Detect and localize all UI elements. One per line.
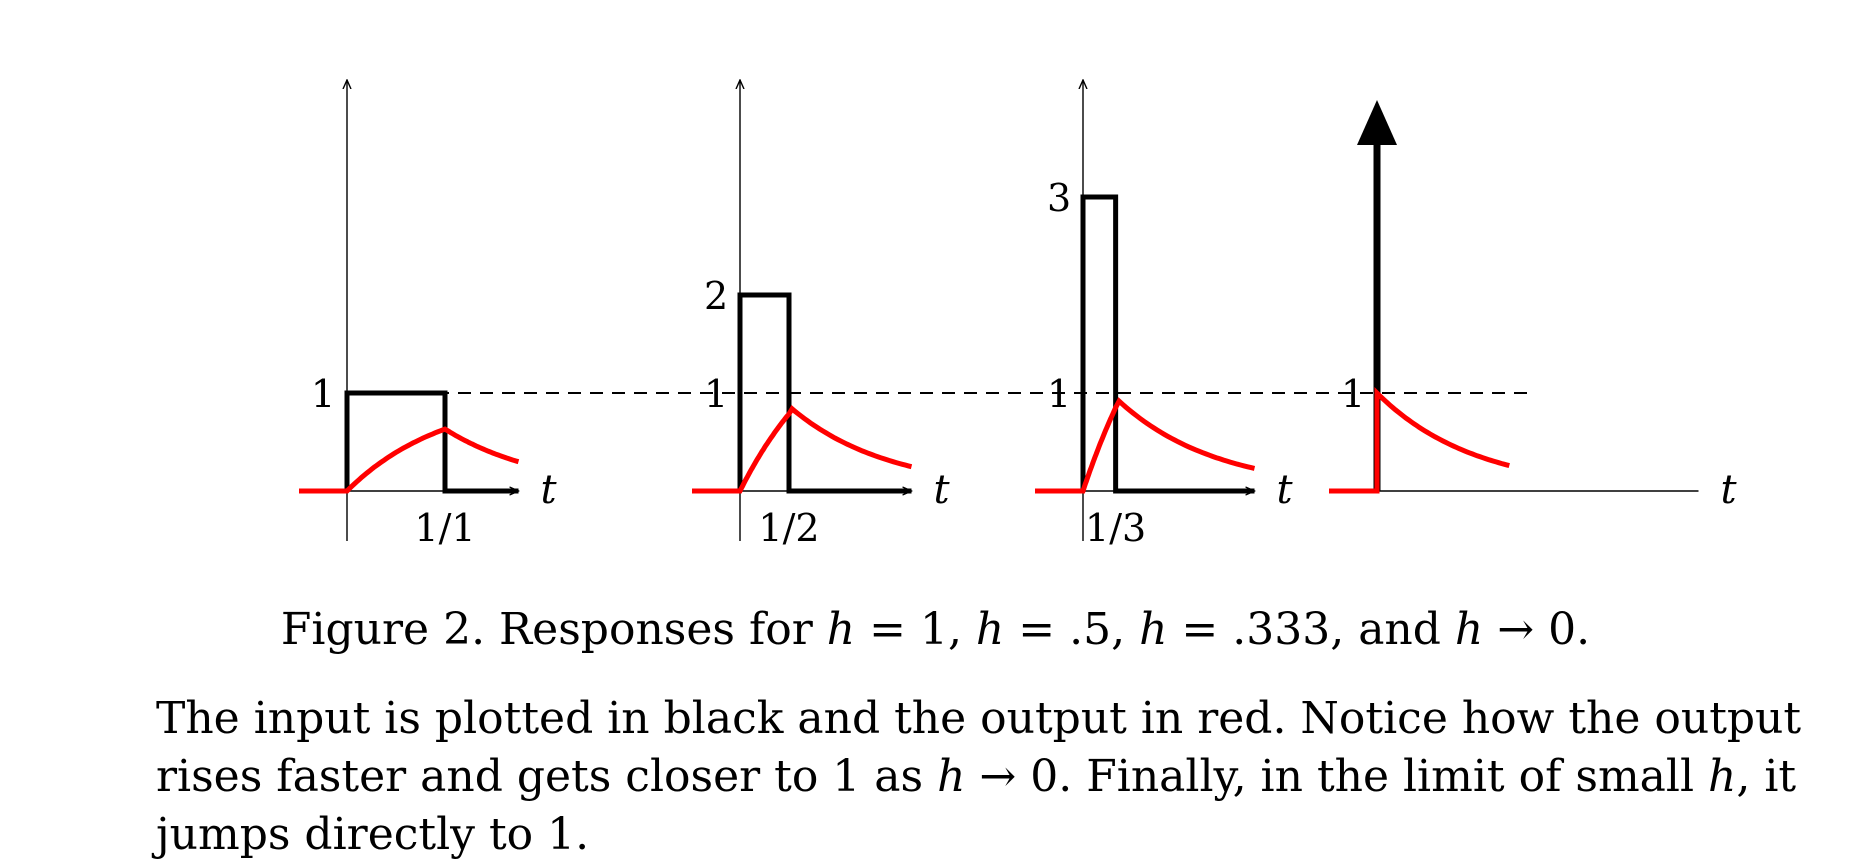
- input-pulse-2: [737, 292, 912, 494]
- caption-h1: h: [826, 604, 856, 655]
- input-height-label-2: 2: [704, 274, 728, 318]
- paragraph-h2: h: [1708, 751, 1737, 802]
- paragraph-line-1: The input is plotted in black and the ou…: [156, 693, 1802, 744]
- tick-label-1: 1/1: [414, 506, 475, 550]
- axis-label-t-2: t: [934, 467, 951, 513]
- axis-label-t-4: t: [1721, 467, 1738, 513]
- reference-label-3: 1: [1047, 372, 1071, 416]
- figure-caption: Figure 2. Responses for h = 1, h = .5, h…: [0, 600, 1871, 660]
- input-pulse-3: [1080, 194, 1255, 494]
- output-curve-4: [1329, 386, 1510, 494]
- caption-h3: h: [1139, 604, 1168, 655]
- input-height-label-3: 3: [1047, 176, 1071, 220]
- paragraph-line-3: jumps directly to 1.: [156, 809, 590, 860]
- caption-eq4: → 0.: [1483, 604, 1591, 655]
- paragraph-line-2a: rises faster and gets closer to 1 as: [156, 751, 938, 802]
- paragraph-line-2: rises faster and gets closer to 1 as h →…: [156, 748, 1796, 806]
- axis-label-t-1: t: [541, 467, 558, 513]
- input-height-label-1: 1: [311, 372, 335, 416]
- caption-h2: h: [975, 604, 1005, 655]
- tick-label-2: 1/2: [758, 506, 819, 550]
- caption-eq2: = .5,: [1004, 604, 1140, 655]
- reference-label-1: 1: [311, 372, 335, 416]
- caption-eq3: = .333, and: [1167, 604, 1455, 655]
- paragraph-h: h: [937, 751, 966, 802]
- paragraph-line-2b: → 0. Finally, in the limit of small: [965, 751, 1709, 802]
- output-curve-2: [692, 404, 913, 494]
- caption-prefix: Figure 2. Responses for: [280, 604, 827, 655]
- axis-label-t-3: t: [1277, 467, 1294, 513]
- tick-label-3: 1/3: [1085, 506, 1146, 550]
- paragraph-line-2c: , it: [1736, 751, 1797, 802]
- caption-h4: h: [1454, 604, 1484, 655]
- caption-eq1: = 1,: [855, 604, 976, 655]
- reference-label-4: 1: [1341, 372, 1365, 416]
- output-curve-3: [1035, 397, 1256, 494]
- body-paragraph: The input is plotted in black and the ou…: [156, 690, 1802, 864]
- reference-label-2: 1: [704, 372, 728, 416]
- impulse-arrowhead: [1357, 100, 1397, 145]
- input-pulse-1: [344, 390, 519, 494]
- output-curve-1: [299, 426, 520, 494]
